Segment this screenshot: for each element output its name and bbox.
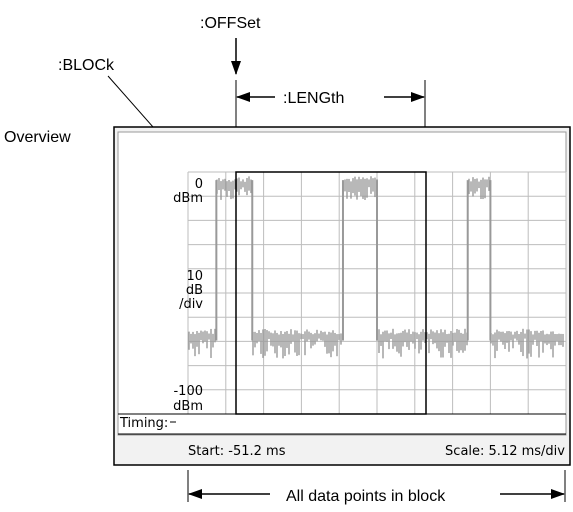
y-top-value: 0 bbox=[195, 177, 203, 192]
length-label: :LENGth bbox=[283, 90, 344, 107]
y-scale-value: 10 bbox=[186, 269, 203, 284]
y-top-unit: dBm bbox=[173, 191, 203, 206]
start-readout: Start: -51.2 ms bbox=[188, 444, 286, 459]
y-bottom-value: -100 bbox=[173, 384, 203, 399]
signal-trace bbox=[188, 176, 564, 359]
scale-readout: Scale: 5.12 ms/div bbox=[445, 444, 565, 459]
y-scale-unit: dB bbox=[186, 283, 203, 298]
y-bottom-unit: dBm bbox=[173, 399, 203, 414]
block-label: :BLOCk bbox=[58, 57, 115, 74]
offset-label: :OFFSet bbox=[200, 15, 261, 32]
timing-label: Timing: bbox=[119, 416, 168, 431]
y-scale-per-div: /div bbox=[179, 297, 203, 312]
overview-screen: 0 dBm 10 dB /div -100 dBm Timing: Start:… bbox=[113, 126, 571, 466]
all-points-label: All data points in block bbox=[286, 488, 446, 505]
overview-label: Overview bbox=[4, 129, 71, 146]
